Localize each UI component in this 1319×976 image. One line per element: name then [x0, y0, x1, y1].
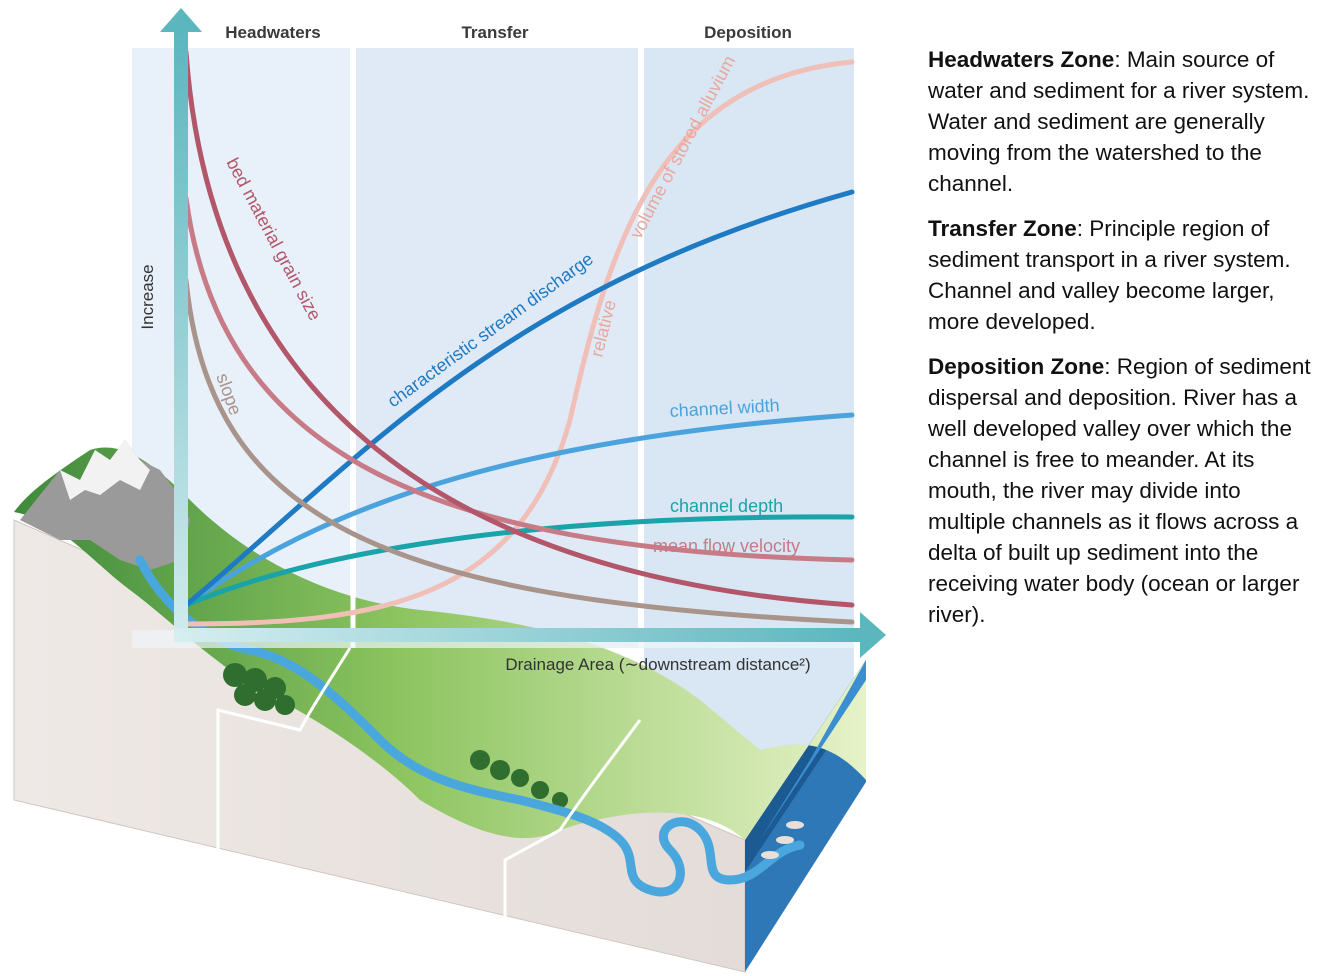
y-axis [174, 28, 188, 628]
y-axis-arrow [160, 8, 202, 32]
axes [160, 8, 886, 658]
curve-channel-width [183, 412, 855, 608]
curve-slope [183, 277, 855, 625]
curves [183, 49, 855, 627]
curve-channel-depth [183, 514, 855, 608]
description-text: : Principle region of sediment transport… [928, 216, 1291, 334]
x-axis-arrow [860, 612, 886, 658]
description-transfer: Transfer Zone: Principle region of sedim… [928, 213, 1313, 337]
curve-bed-material-grain-size [183, 49, 855, 608]
forest [223, 663, 568, 808]
zone-divider-1 [216, 647, 352, 920]
river [135, 555, 805, 897]
zone-descriptions: Headwaters Zone: Main source of water an… [928, 44, 1313, 644]
zone-divider-2 [503, 719, 642, 925]
x-axis-label: Drainage Area (∼downstream distance²) [505, 655, 810, 674]
delta-bars [761, 821, 804, 859]
description-title: Transfer Zone [928, 216, 1077, 241]
river-zones-diagram: Headwaters Transfer Deposition Increase … [13, 8, 886, 973]
label-mean-flow-velocity: mean flow velocity [653, 536, 800, 556]
label-channel-depth: channel depth [670, 496, 783, 516]
zone-title-headwaters: Headwaters [225, 23, 320, 42]
description-deposition: Deposition Zone: Region of sediment disp… [928, 351, 1313, 630]
zone-title-transfer: Transfer [461, 23, 528, 42]
curve-volume-stored-alluvium [183, 59, 855, 627]
description-headwaters: Headwaters Zone: Main source of water an… [928, 44, 1313, 199]
zone-title-deposition: Deposition [704, 23, 792, 42]
y-axis-label: Increase [138, 264, 157, 329]
curve-mean-flow-velocity [183, 195, 855, 563]
description-text: : Main source of water and sediment for … [928, 47, 1310, 196]
description-text: : Region of sediment dispersal and depos… [928, 354, 1311, 627]
x-axis [174, 628, 864, 642]
curve-characteristic-stream-discharge [183, 189, 855, 608]
description-title: Headwaters Zone [928, 47, 1115, 72]
description-title: Deposition Zone [928, 354, 1105, 379]
